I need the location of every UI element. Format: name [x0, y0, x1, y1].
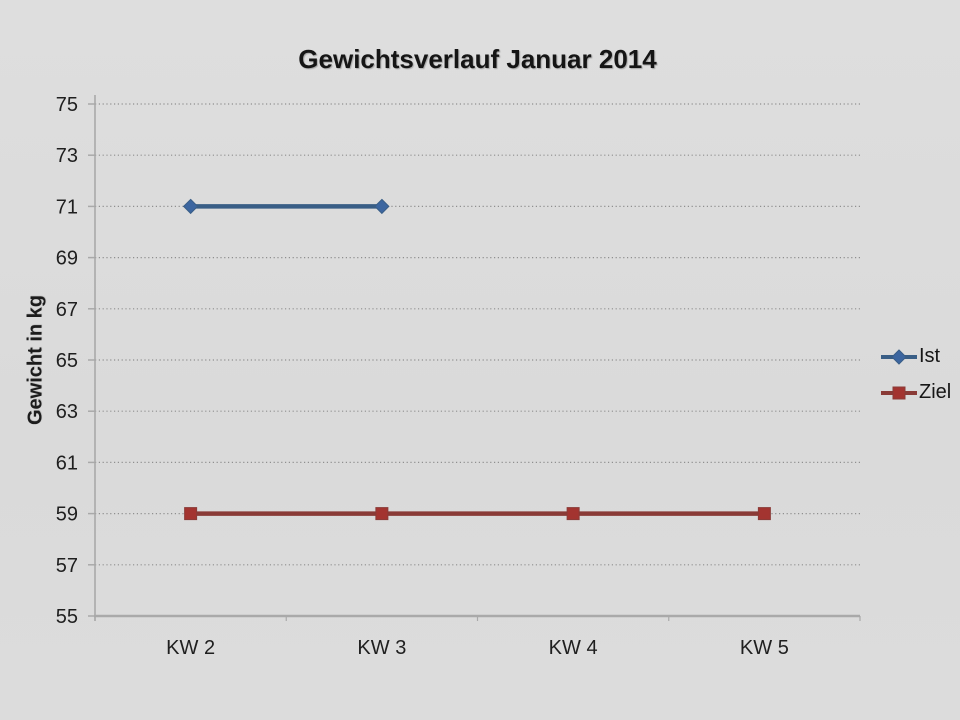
- legend-key-square-icon: [881, 386, 917, 399]
- y-tick-label: 69: [56, 248, 78, 270]
- legend-key-diamond-icon: [881, 348, 917, 365]
- y-tick-label: 67: [56, 299, 78, 321]
- x-category-label: KW 3: [357, 637, 406, 659]
- marker-diamond: [374, 198, 390, 215]
- legend-label: Ziel: [919, 381, 952, 403]
- y-tick-label: 71: [56, 196, 78, 218]
- y-tick-label: 57: [56, 555, 78, 577]
- y-tick-label: 65: [56, 350, 78, 372]
- y-tick-label: 63: [56, 401, 78, 423]
- legend-label: Ist: [919, 345, 941, 367]
- marker-square: [375, 507, 389, 521]
- legend-item-ist: Ist: [881, 342, 951, 371]
- y-tick-label: 73: [56, 145, 78, 167]
- x-category-label: KW 2: [166, 637, 215, 659]
- y-tick-label: 75: [56, 94, 78, 116]
- marker-diamond: [182, 198, 199, 215]
- legend-item-ziel: Ziel: [881, 378, 951, 407]
- x-category-label: KW 4: [549, 637, 598, 659]
- legend: Ist Ziel: [881, 342, 951, 407]
- y-tick-label: 61: [56, 452, 78, 474]
- marker-square: [184, 507, 198, 521]
- chart-title: Gewichtsverlauf Januar 2014: [298, 44, 657, 74]
- marker-square: [566, 507, 580, 521]
- x-category-label: KW 5: [740, 637, 789, 659]
- marker-square: [757, 507, 771, 521]
- y-tick-label: 59: [56, 504, 78, 526]
- y-tick-label: 55: [56, 606, 78, 628]
